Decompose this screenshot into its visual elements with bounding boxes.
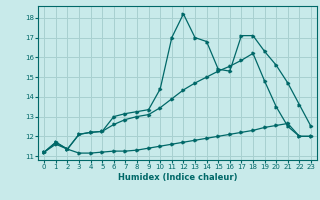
X-axis label: Humidex (Indice chaleur): Humidex (Indice chaleur) bbox=[118, 173, 237, 182]
